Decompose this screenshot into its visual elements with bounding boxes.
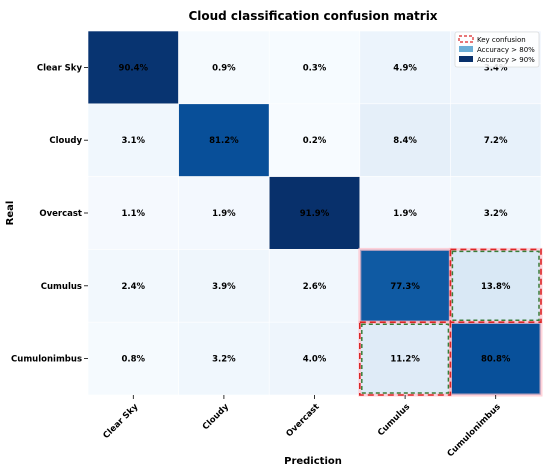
cell-value-label: 1.9% — [212, 209, 236, 219]
heatmap-cell — [178, 249, 270, 323]
cell-value-label: 4.9% — [393, 63, 417, 73]
legend-label: Key confusion — [477, 36, 526, 44]
heatmap-cell — [268, 30, 361, 105]
y-axis-label: Real — [5, 201, 16, 226]
cell-value-label: 80.8% — [481, 355, 511, 365]
heatmap-cell — [359, 103, 451, 177]
cell-value-label: 0.8% — [122, 355, 146, 365]
cell-value-label: 90.4% — [119, 63, 149, 73]
heatmap-cell — [450, 103, 542, 177]
legend-label: Accuracy > 80% — [477, 46, 535, 54]
cell-value-label: 4.0% — [303, 355, 327, 365]
chart-title: Cloud classification confusion matrix — [188, 9, 437, 23]
cell-value-label: 8.4% — [393, 136, 417, 146]
heatmap-grid: 90.4% 0.9% 0.3% 4.9% 3.4% 3.1% 81.2% 0.2% 8.4% 7.… — [87, 30, 542, 396]
y-tick-label: Cumulonimbus — [11, 355, 82, 365]
heatmap-cell — [178, 176, 270, 250]
cell-value-label: 3.4% — [484, 63, 508, 73]
cell-value-label: 81.2% — [209, 136, 239, 146]
key-confusion-box — [449, 248, 542, 323]
x-tick-label: Overcast — [284, 402, 321, 439]
cell-value-label: 7.2% — [484, 136, 508, 146]
cell-value-label: 3.2% — [484, 209, 508, 219]
x-axis-ticks: Clear Sky Cloudy Overcast Cumulus Cumulonimb… — [101, 395, 503, 459]
cell-value-label: 3.9% — [212, 282, 236, 292]
heatmap-cell — [87, 321, 179, 396]
cell-value-label: 3.2% — [212, 355, 236, 365]
heatmap-cell — [87, 249, 179, 323]
legend-swatch — [459, 56, 473, 62]
heatmap-cell — [178, 30, 270, 105]
x-tick-label: Cumulonimbus — [446, 402, 503, 459]
x-tick-label: Cumulus — [376, 402, 412, 438]
x-tick-label: Cloudy — [201, 402, 231, 432]
key-confusion-box — [358, 321, 452, 396]
legend-frame — [454, 31, 540, 68]
y-tick-label: Cloudy — [49, 136, 82, 146]
cell-value-label: 91.9% — [300, 209, 330, 219]
heatmap-cell — [268, 321, 361, 396]
y-tick-label: Clear Sky — [37, 63, 83, 73]
heatmap-cell — [450, 321, 542, 396]
heatmap-cell — [268, 249, 361, 323]
x-axis-label: Prediction — [284, 456, 342, 467]
cell-value-label: 1.9% — [393, 209, 417, 219]
heatmap-cell — [359, 249, 451, 323]
heatmap-cell — [450, 176, 542, 250]
cell-value-label: 13.8% — [481, 282, 511, 292]
heatmap-cell — [359, 30, 451, 105]
cell-value-label: 77.3% — [390, 282, 420, 292]
y-tick-label: Overcast — [39, 209, 82, 219]
cell-value-label: 1.1% — [122, 209, 146, 219]
heatmap-cell — [87, 30, 179, 105]
cell-value-label: 11.2% — [390, 355, 420, 365]
legend-label: Accuracy > 90% — [477, 56, 535, 64]
legend-swatch — [459, 46, 473, 52]
cell-value-label: 2.4% — [122, 282, 146, 292]
heatmap-cell — [450, 249, 542, 323]
dashed-inner-box — [361, 323, 450, 394]
cell-value-label: 2.6% — [303, 282, 327, 292]
y-tick-label: Cumulus — [41, 282, 82, 292]
chart-legend: Key confusion Accuracy > 80% Accuracy > 90… — [454, 31, 540, 68]
legend-swatch — [458, 35, 474, 43]
cell-value-label: 3.1% — [122, 136, 146, 146]
cell-value-label: 0.2% — [303, 136, 327, 146]
x-tick-label: Clear Sky — [101, 402, 140, 441]
y-axis-ticks: Clear Sky Cloudy Overcast Cumulus Cumulonimb… — [11, 63, 88, 365]
dashed-inner-box — [451, 250, 540, 321]
cell-value-label: 0.9% — [212, 63, 236, 73]
cell-value-label: 0.3% — [303, 63, 327, 73]
heatmap-cell — [268, 176, 361, 250]
heatmap-cell — [268, 103, 361, 177]
